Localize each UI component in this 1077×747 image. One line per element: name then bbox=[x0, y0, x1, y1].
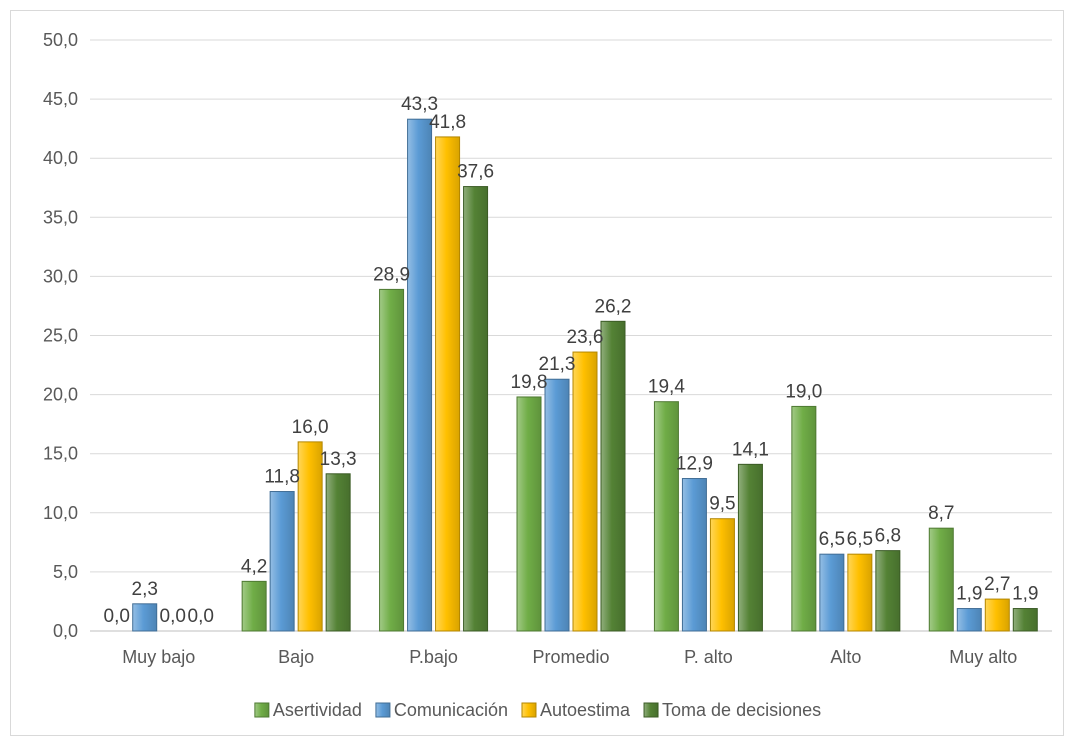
y-tick-label: 20,0 bbox=[43, 385, 78, 405]
x-tick-label: Promedio bbox=[532, 647, 609, 667]
data-label: 14,1 bbox=[732, 439, 769, 460]
data-label: 28,9 bbox=[373, 264, 410, 285]
bar bbox=[1013, 609, 1037, 631]
y-tick-label: 45,0 bbox=[43, 89, 78, 109]
legend-swatch bbox=[376, 703, 390, 717]
legend-label: Comunicación bbox=[394, 700, 508, 720]
data-label: 13,3 bbox=[320, 449, 357, 470]
bar bbox=[326, 474, 350, 631]
data-label: 4,2 bbox=[241, 556, 267, 577]
legend-item: Toma de decisiones bbox=[644, 700, 821, 720]
bar bbox=[408, 119, 432, 631]
y-tick-label: 50,0 bbox=[43, 30, 78, 50]
legend-item: Asertividad bbox=[255, 700, 362, 720]
data-label: 6,5 bbox=[847, 529, 873, 550]
bar bbox=[545, 379, 569, 631]
legend-item: Autoestima bbox=[522, 700, 631, 720]
bar bbox=[654, 402, 678, 631]
legend-label: Autoestima bbox=[540, 700, 631, 720]
bar bbox=[710, 519, 734, 631]
data-label: 8,7 bbox=[928, 503, 954, 524]
data-label: 0,0 bbox=[160, 606, 186, 627]
bar bbox=[242, 581, 266, 631]
data-label: 19,0 bbox=[785, 381, 822, 402]
bar bbox=[601, 321, 625, 631]
bar bbox=[929, 528, 953, 631]
legend-swatch bbox=[522, 703, 536, 717]
data-labels-layer: 0,02,30,0 0,04,211,816,013,328,943,341,83… bbox=[104, 94, 1039, 627]
bar bbox=[848, 554, 872, 631]
bars-layer bbox=[133, 119, 1038, 631]
bar bbox=[133, 604, 157, 631]
data-label: 9,5 bbox=[709, 494, 735, 515]
x-tick-label: Bajo bbox=[278, 647, 314, 667]
data-label: 41,8 bbox=[429, 112, 466, 133]
legend: Asertividad Comunicación Autoestima Toma de… bbox=[255, 700, 821, 720]
data-label: 26,2 bbox=[595, 296, 632, 317]
y-tick-label: 35,0 bbox=[43, 207, 78, 227]
data-label: 6,5 bbox=[819, 529, 845, 550]
bar bbox=[436, 137, 460, 631]
x-tick-label: P. alto bbox=[684, 647, 733, 667]
bar bbox=[682, 479, 706, 631]
bar bbox=[792, 406, 816, 631]
x-tick-label: Muy bajo bbox=[122, 647, 195, 667]
data-label: 37,6 bbox=[457, 162, 494, 183]
y-tick-label: 40,0 bbox=[43, 148, 78, 168]
bar bbox=[464, 187, 488, 631]
bar bbox=[298, 442, 322, 631]
bar bbox=[573, 352, 597, 631]
bar bbox=[380, 289, 404, 631]
data-label: 2,3 bbox=[132, 579, 158, 600]
data-label: 12,9 bbox=[676, 454, 713, 475]
bar bbox=[738, 464, 762, 631]
data-label: 19,4 bbox=[648, 377, 685, 398]
bar bbox=[517, 397, 541, 631]
y-tick-label: 0,0 bbox=[53, 621, 78, 641]
data-label: 11,8 bbox=[264, 467, 300, 488]
legend-item: Comunicación bbox=[376, 700, 508, 720]
x-tick-label: P.bajo bbox=[409, 647, 458, 667]
bar bbox=[957, 609, 981, 631]
data-label: 16,0 bbox=[292, 417, 329, 438]
y-tick-label: 15,0 bbox=[43, 444, 78, 464]
data-label: 6,8 bbox=[875, 526, 901, 547]
legend-swatch bbox=[255, 703, 269, 717]
legend-swatch bbox=[644, 703, 658, 717]
data-label: 0,0 bbox=[104, 606, 130, 627]
legend-label: Toma de decisiones bbox=[662, 700, 821, 720]
data-label: 2,7 bbox=[984, 574, 1010, 595]
bar bbox=[876, 551, 900, 631]
y-tick-label: 25,0 bbox=[43, 326, 78, 346]
data-label: 23,6 bbox=[567, 327, 604, 348]
x-tick-label: Muy alto bbox=[949, 647, 1017, 667]
data-label: 0,0 bbox=[188, 606, 214, 627]
data-label: 1,9 bbox=[956, 584, 982, 605]
bar bbox=[985, 599, 1009, 631]
bar bbox=[270, 492, 294, 631]
y-tick-label: 10,0 bbox=[43, 503, 78, 523]
data-label: 21,3 bbox=[539, 354, 576, 375]
x-tick-label: Alto bbox=[830, 647, 861, 667]
y-tick-label: 5,0 bbox=[53, 562, 78, 582]
data-label: 1,9 bbox=[1012, 584, 1038, 605]
bar bbox=[820, 554, 844, 631]
legend-label: Asertividad bbox=[273, 700, 362, 720]
y-tick-label: 30,0 bbox=[43, 266, 78, 286]
